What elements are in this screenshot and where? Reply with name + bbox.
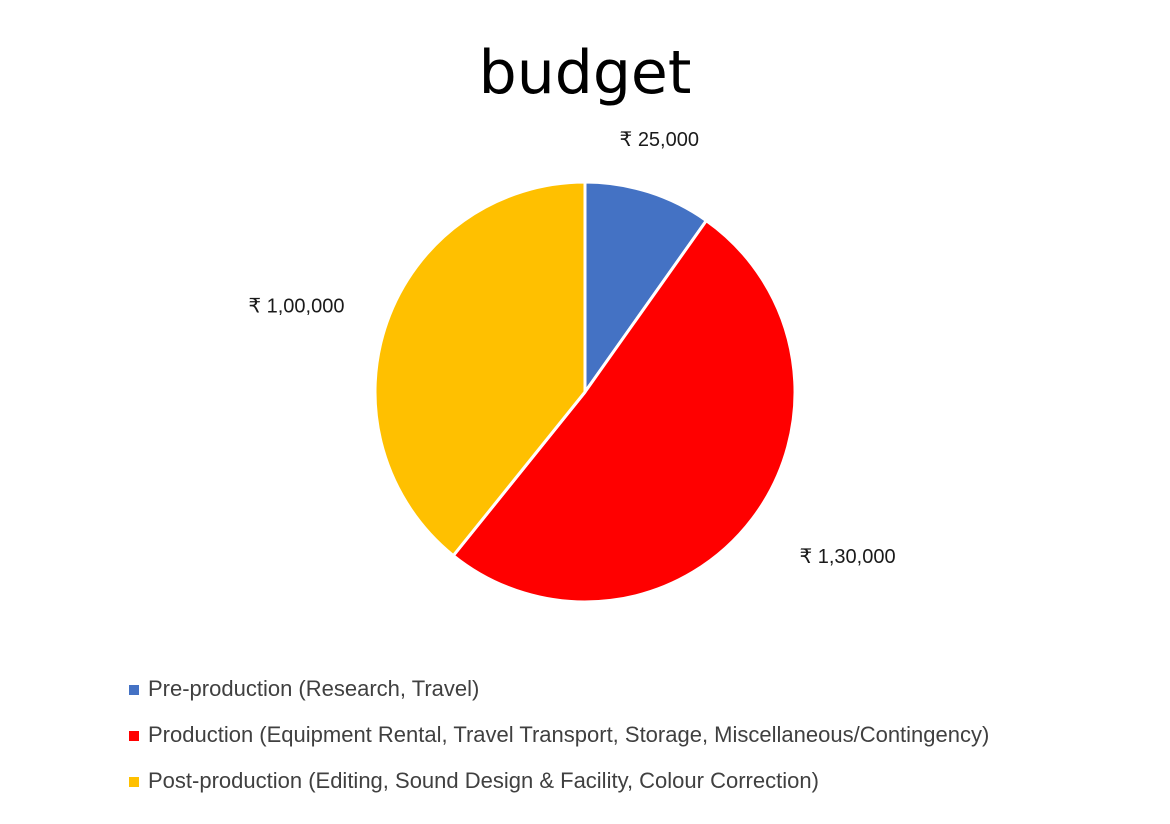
legend-swatch [129,731,139,741]
pie-data-labels: ₹ 25,000 ₹ 1,30,000 ₹ 1,00,000 [248,129,895,568]
slice-post-production [373,180,587,558]
legend-label: Pre-production (Research, Travel) [148,676,479,701]
chart-title: budget [479,38,692,108]
data-label-pre-production: ₹ 25,000 [620,129,699,151]
data-label-post-production: ₹ 1,00,000 [248,296,344,318]
slice-pre-production [583,180,708,394]
data-label-production: ₹ 1,30,000 [799,546,895,568]
legend-label: Post-production (Editing, Sound Design &… [148,768,819,793]
legend-swatch [129,685,139,695]
legend-item-pre-production: Pre-production (Research, Travel) [129,676,479,701]
slice-production [451,219,797,604]
legend-swatch [129,777,139,787]
pie-slices [373,180,797,604]
legend-item-production: Production (Equipment Rental, Travel Tra… [129,722,989,747]
legend-item-post-production: Post-production (Editing, Sound Design &… [129,768,819,793]
legend: Pre-production (Research, Travel) Product… [129,676,989,793]
legend-label: Production (Equipment Rental, Travel Tra… [148,722,989,747]
